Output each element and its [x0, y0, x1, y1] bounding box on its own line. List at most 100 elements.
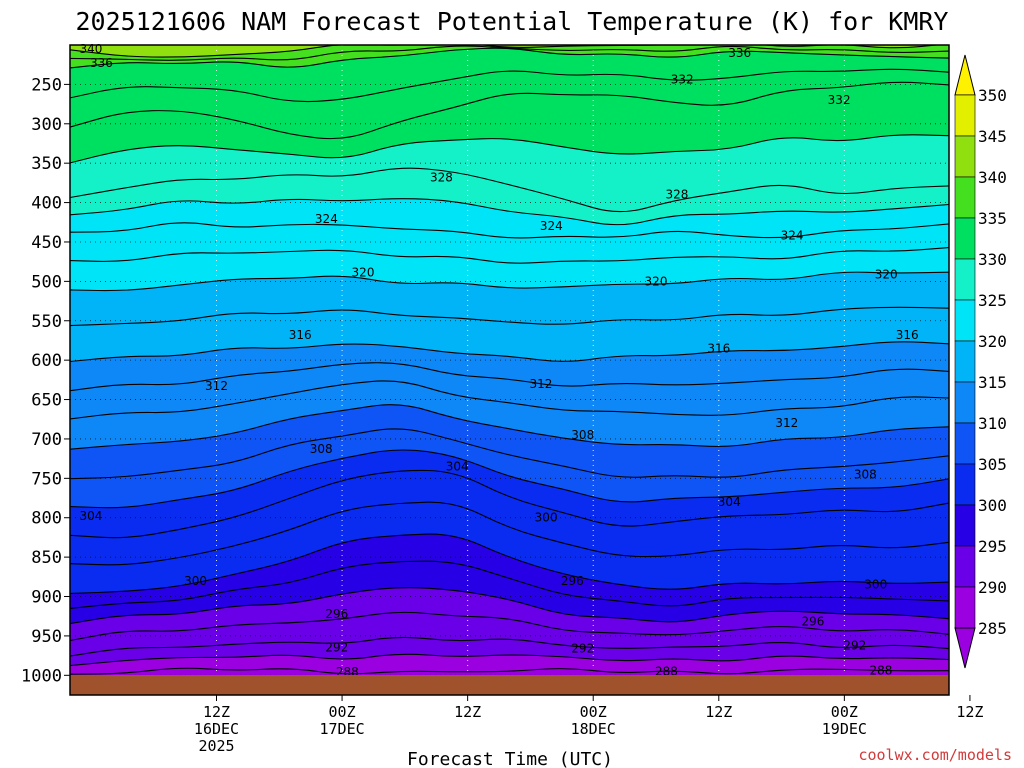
contour-label-304: 304 [446, 460, 469, 474]
colorbar-label-335: 335 [978, 209, 1007, 228]
source-credit: coolwx.com/models [858, 746, 1012, 764]
contour-label-320: 320 [875, 267, 898, 281]
contour-label-300: 300 [864, 578, 887, 592]
colorbar-label-285: 285 [978, 619, 1007, 638]
contour-lines [70, 45, 949, 675]
y-axis: 250 300 350 400 450 500 550 600 650 700 750 800 850 9… [21, 75, 70, 686]
y-tick-label-500: 500 [31, 272, 62, 292]
contour-label-336: 336 [728, 46, 751, 60]
y-tick-label-650: 650 [31, 391, 62, 411]
contour-340 [70, 45, 943, 58]
contour-294 [70, 611, 949, 642]
colorbar-arrow-bottom [954, 627, 976, 669]
y-tick-label-300: 300 [31, 115, 62, 135]
contour-label-324: 324 [315, 212, 338, 226]
x-tick-label-66-line1: 00Z [831, 703, 858, 721]
contour-308 [70, 428, 949, 480]
x-tick-label-78-line1: 12Z [956, 703, 983, 721]
contour-label-312: 312 [775, 416, 798, 430]
colorbar-label-295: 295 [978, 537, 1007, 556]
contour-label-320: 320 [645, 274, 668, 288]
contour-316 [70, 341, 949, 363]
contour-338 [70, 45, 949, 61]
contour-label-288: 288 [870, 664, 893, 678]
contour-328 [70, 167, 949, 213]
x-tick-label-18-line1: 00Z [329, 703, 356, 721]
x-tick-label-42-line2: 18DEC [571, 720, 616, 738]
contour-label-292: 292 [843, 638, 866, 652]
contour-label-292: 292 [325, 641, 348, 655]
x-tick-label-66-line2: 19DEC [822, 720, 867, 738]
contour-label-328: 328 [430, 170, 453, 184]
contour-label-316: 316 [289, 328, 312, 342]
contour-292 [70, 636, 949, 657]
y-tick-label-400: 400 [31, 194, 62, 214]
x-tick-label-6-line1: 12Z [203, 703, 230, 721]
colorbar-segment-320 [954, 299, 976, 342]
contour-label-332: 332 [828, 93, 851, 107]
colorbar-segment-305 [954, 422, 976, 465]
contour-label-296: 296 [561, 574, 584, 588]
x-axis-label: Forecast Time (UTC) [407, 749, 613, 768]
colorbar-segment-285 [954, 586, 976, 629]
colorbar-segment-315 [954, 340, 976, 383]
contour-304 [70, 469, 949, 539]
ground-surface [70, 675, 949, 695]
contour-label-312: 312 [529, 377, 552, 391]
contour-326 [70, 198, 949, 226]
colorbar-arrow-top [954, 54, 976, 96]
colorbar-label-325: 325 [978, 291, 1007, 310]
colorbar-segment-325 [954, 258, 976, 301]
contour-label-308: 308 [854, 467, 877, 481]
colorbar-segment-340 [954, 135, 976, 178]
colorbar-label-350: 350 [978, 86, 1007, 105]
contour-label-300: 300 [184, 574, 207, 588]
contour-318 [70, 306, 949, 327]
y-tick-label-950: 950 [31, 627, 62, 647]
contour-label-296: 296 [325, 607, 348, 621]
colorbar-segment-330 [954, 217, 976, 260]
contour-310 [70, 404, 949, 450]
colorbar-segment-335 [954, 176, 976, 219]
contour-label-316: 316 [707, 341, 730, 355]
contour-label-336: 336 [90, 56, 113, 70]
y-tick-label-700: 700 [31, 430, 62, 450]
contour-label-304: 304 [79, 509, 102, 523]
colorbar-label-300: 300 [978, 496, 1007, 515]
contour-label-304: 304 [718, 495, 741, 509]
contour-314 [70, 362, 949, 392]
contour-322 [70, 247, 949, 264]
contour-302 [70, 501, 949, 566]
y-tick-label-850: 850 [31, 548, 62, 568]
colorbar-segment-290 [954, 545, 976, 588]
y-tick-label-600: 600 [31, 351, 62, 371]
contour-324 [70, 222, 949, 239]
y-tick-label-900: 900 [31, 588, 62, 608]
y-tick-label-250: 250 [31, 75, 62, 95]
contour-306 [70, 449, 949, 509]
colorbar-label-345: 345 [978, 127, 1007, 146]
contour-label-328: 328 [665, 188, 688, 202]
colorbar-segment-300 [954, 463, 976, 506]
y-tick-label-800: 800 [31, 509, 62, 529]
contour-label-308: 308 [310, 442, 333, 456]
contour-label-340: 340 [79, 42, 102, 56]
contour-label-312: 312 [205, 379, 228, 393]
contour-label-296: 296 [802, 615, 825, 629]
contour-label-300: 300 [535, 511, 558, 525]
colorbar-label-320: 320 [978, 332, 1007, 351]
contour-290 [70, 653, 949, 667]
colorbar-label-310: 310 [978, 414, 1007, 433]
contour-label-320: 320 [352, 266, 375, 280]
contour-320 [70, 271, 949, 292]
colorbar: 285 290 295 300 305 310 315 320 325 330 335 340 345 3… [954, 54, 1007, 669]
y-tick-label-1000: 1000 [21, 666, 62, 686]
contour-312 [70, 380, 949, 420]
contour-336 [70, 47, 949, 69]
x-tick-label-6-line2: 16DEC [194, 720, 239, 738]
x-tick-label-54-line1: 12Z [705, 703, 732, 721]
grid-lines [70, 45, 949, 695]
contour-334 [70, 68, 949, 103]
